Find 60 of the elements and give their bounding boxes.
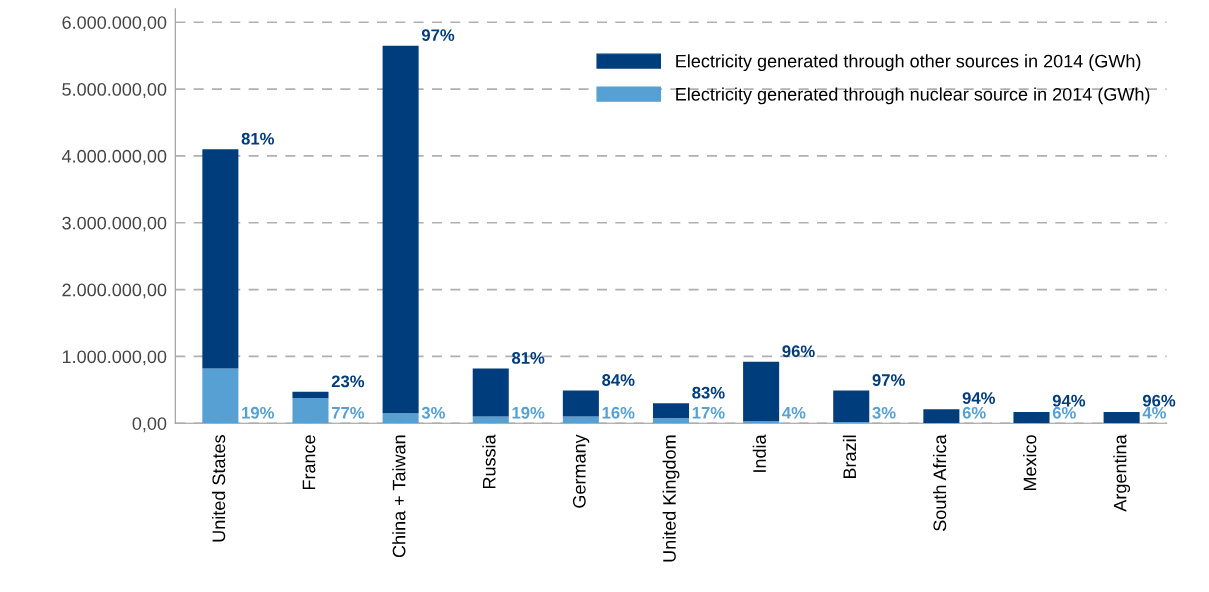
- x-tick-label: China + Taiwan: [392, 435, 406, 558]
- bar: [562, 390, 599, 417]
- y-tick-label: 6.000.000,00: [62, 16, 167, 32]
- bar: [1013, 411, 1050, 424]
- x-tick-label: Mexico: [1023, 435, 1037, 491]
- bar: [292, 397, 329, 424]
- annotation: 81%: [241, 132, 275, 145]
- y-tick-label: 5.000.000,00: [62, 83, 167, 98]
- annotation: 4%: [1142, 406, 1166, 419]
- bar: [382, 413, 419, 424]
- y-tick-label: 2.000.000,00: [62, 283, 167, 299]
- annotation: 3%: [421, 406, 445, 419]
- bar: [743, 421, 780, 424]
- legend-label: Electricity generated through nuclear source in 2014 (GWh): [676, 87, 1150, 105]
- x-tick-label: France: [302, 435, 316, 490]
- annotation: 84%: [602, 374, 635, 386]
- bar: [202, 368, 239, 424]
- x-tick-label: South Africa: [932, 434, 947, 531]
- x-tick-label: Russia: [482, 434, 496, 489]
- annotation: 17%: [692, 406, 725, 419]
- bar: [202, 149, 239, 369]
- bar: [562, 416, 599, 424]
- x-tick-label: Argentina: [1113, 434, 1131, 512]
- annotation: 4%: [782, 406, 806, 419]
- annotation: 16%: [602, 406, 635, 419]
- bar: [652, 403, 690, 418]
- x-tick-label: India: [752, 434, 766, 472]
- bar: [382, 45, 419, 414]
- x-tick-label: Germany: [572, 434, 590, 508]
- annotation: 6%: [1052, 406, 1076, 419]
- legend-label: Electricity generated through other sources in 2014 (GWh): [676, 54, 1141, 72]
- annotation: 23%: [331, 375, 365, 388]
- annotation: 94%: [1052, 394, 1086, 407]
- y-tick-label: 4.000.000,00: [61, 149, 167, 165]
- annotation: 19%: [512, 406, 545, 419]
- annotation: 96%: [782, 345, 815, 358]
- x-tick-label: Brazil: [842, 435, 857, 479]
- annotation: 3%: [872, 406, 896, 419]
- y-tick-label: 1.000.000,00: [62, 350, 167, 366]
- bar: [833, 390, 870, 422]
- annotation: 19%: [242, 406, 275, 419]
- x-tick-label: United States: [211, 435, 226, 542]
- annotation: 97%: [421, 29, 455, 42]
- bar: [923, 409, 960, 424]
- x-tick-label: United Kingdom: [662, 435, 680, 562]
- y-tick-label: 3.000.000,00: [62, 216, 167, 232]
- bar: [472, 416, 509, 424]
- annotation: 81%: [512, 352, 545, 364]
- y-tick-label: 0,00: [132, 417, 167, 433]
- annotation: 6%: [962, 406, 986, 419]
- annotation: 83%: [692, 386, 725, 399]
- annotation: 94%: [962, 392, 996, 404]
- bar: [472, 368, 509, 417]
- bar: [652, 417, 690, 424]
- annotation: 77%: [331, 406, 365, 419]
- bar: [743, 361, 780, 422]
- annotation: 97%: [872, 374, 905, 386]
- bar: [1103, 411, 1140, 424]
- annotation: 96%: [1142, 394, 1176, 407]
- bar: [292, 391, 329, 398]
